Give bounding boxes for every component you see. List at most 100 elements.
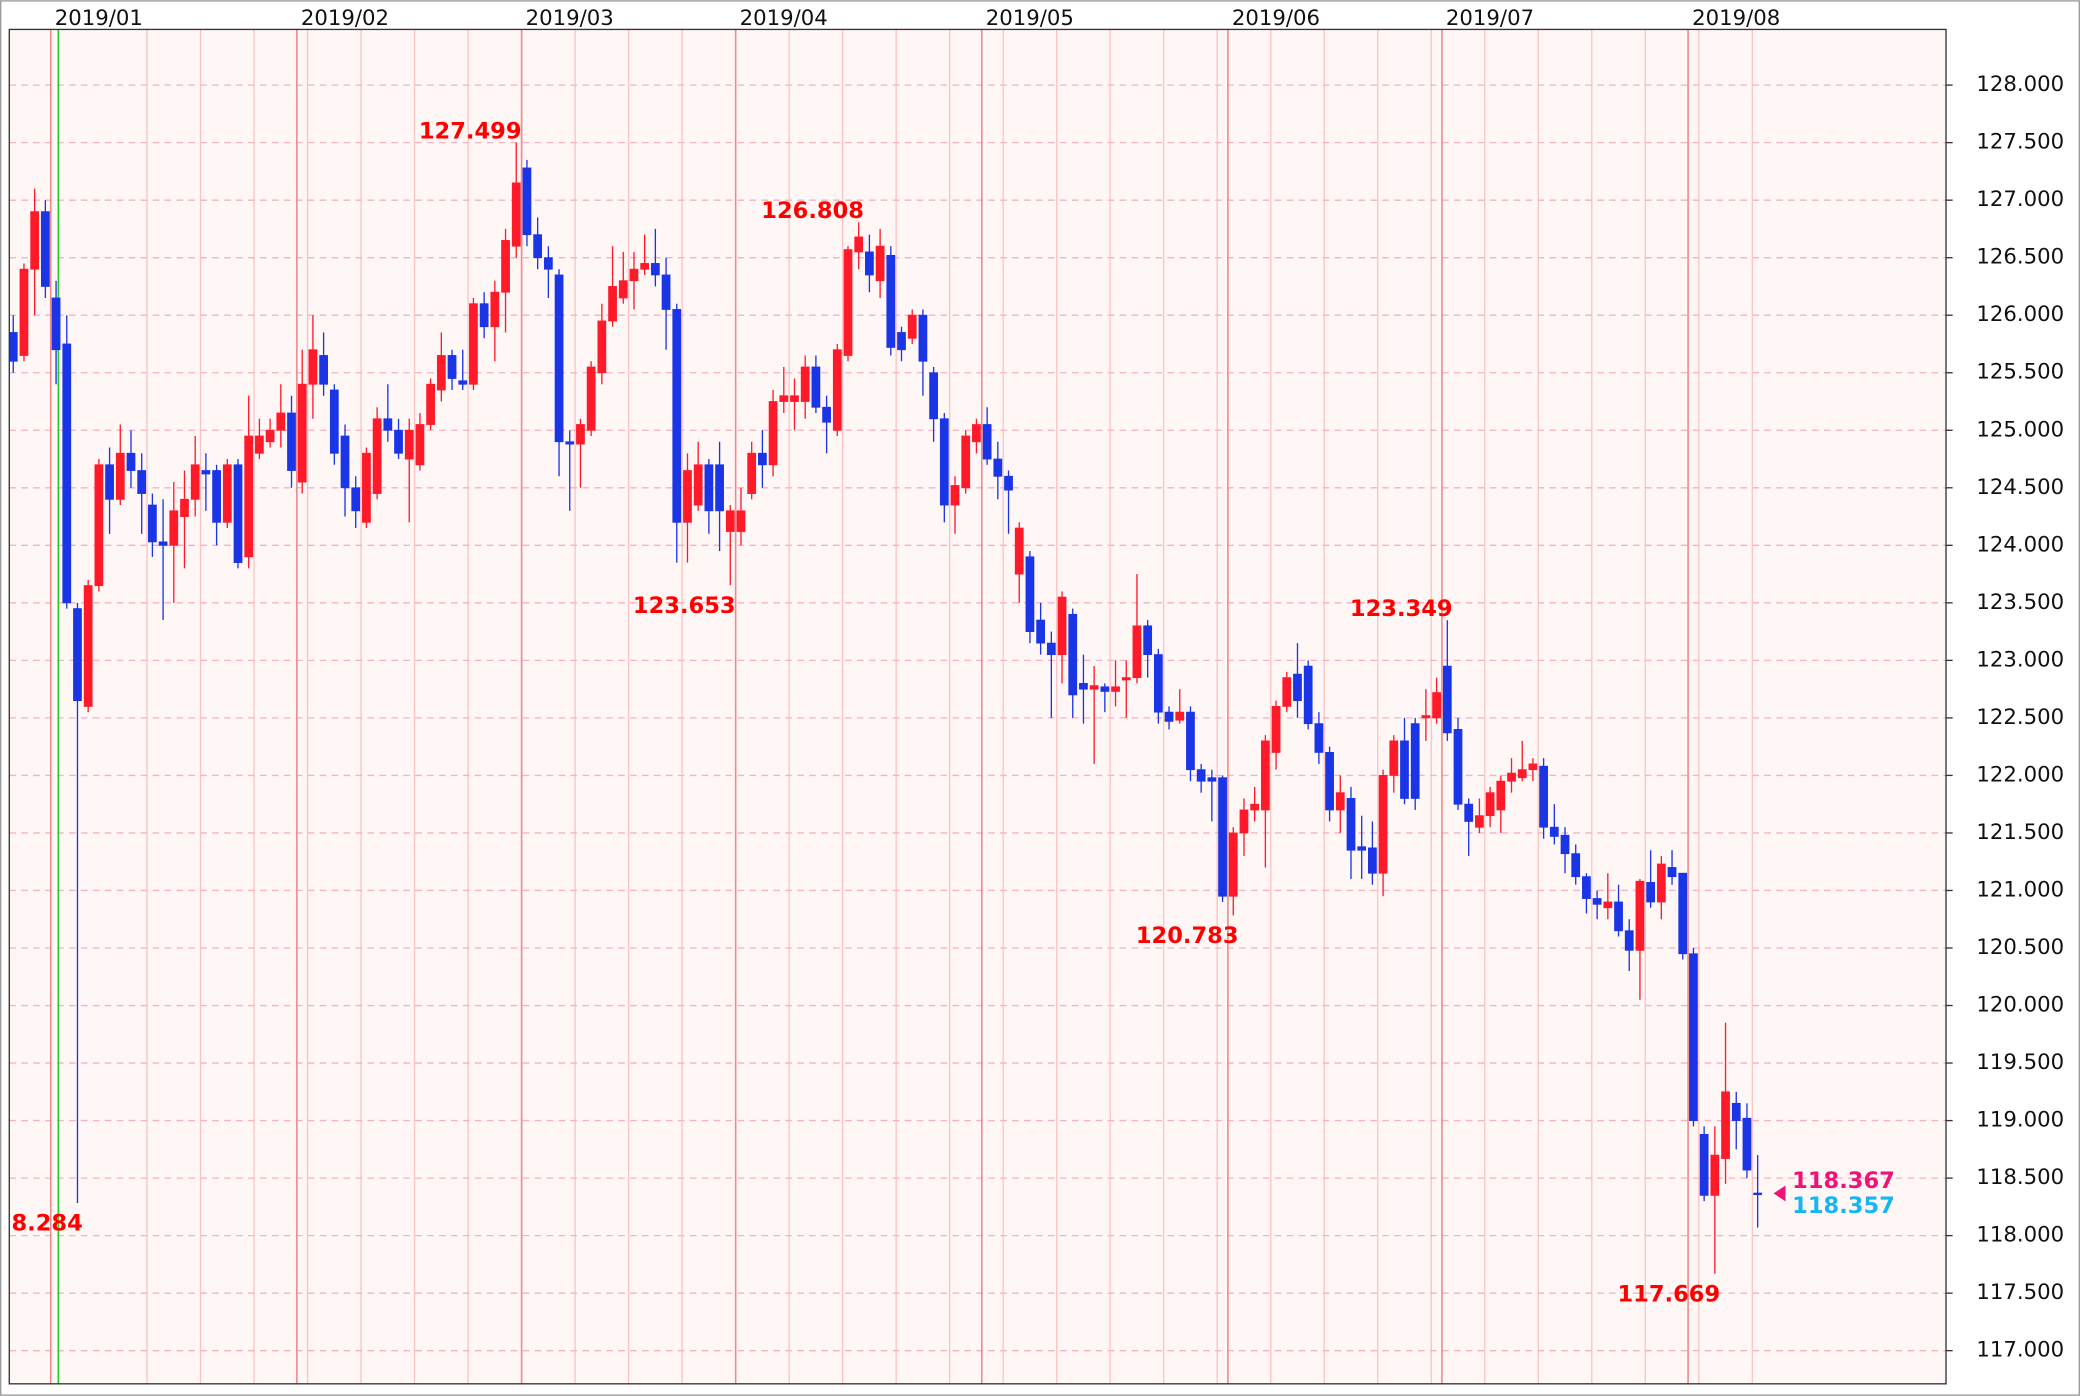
y-tick-label: 123.000 (1976, 647, 2064, 672)
candle-body-up (511, 182, 521, 247)
candle-body-down (1667, 867, 1677, 878)
y-tick-label: 119.500 (1976, 1050, 2064, 1075)
candle-body-down (939, 418, 949, 506)
candle-body-down (73, 608, 82, 702)
candle-body-down (811, 366, 821, 408)
candle-body-up (1496, 780, 1506, 811)
y-tick-label: 121.500 (1976, 820, 2064, 845)
candle-body-down (1207, 777, 1217, 782)
candle-body-down (1164, 711, 1174, 722)
candle-body-up (1335, 792, 1345, 811)
candle-body-down (1368, 847, 1377, 874)
extreme-label: 118.284 (0, 1211, 83, 1237)
candle-body-down (394, 429, 403, 454)
candle-body-down (1560, 834, 1570, 855)
candle-body-up (832, 349, 842, 431)
candle-body-up (115, 452, 125, 500)
candle-body-up (1656, 863, 1666, 903)
candle-body-down (1293, 673, 1302, 702)
candle-body-down (865, 251, 874, 276)
candle-body-down (533, 234, 543, 259)
month-label: 2019/04 (740, 6, 828, 31)
month-label: 2019/03 (526, 6, 614, 31)
candle-body-up (362, 452, 371, 523)
y-tick-label: 127.500 (1976, 130, 2064, 155)
extreme-label: 126.808 (761, 198, 864, 224)
candle-body-up (608, 286, 617, 322)
candle-body-up (576, 424, 585, 445)
candle-body-up (1507, 772, 1516, 782)
y-tick-label: 121.000 (1976, 877, 2064, 902)
candle-body-down (918, 314, 928, 362)
candle-body-up (586, 366, 596, 431)
candle-body-up (747, 452, 757, 494)
y-tick-label: 118.000 (1976, 1223, 2064, 1248)
candle-body-up (800, 366, 810, 402)
extreme-label: 117.669 (1617, 1281, 1720, 1307)
candle-body-down (9, 332, 18, 362)
candle-body-up (1528, 763, 1538, 771)
candle-body-down (1218, 777, 1227, 897)
candle-body-up (426, 383, 436, 425)
candle-body-down (1314, 723, 1324, 753)
candle-body-up (790, 395, 799, 402)
candle-body-down (1100, 686, 1110, 692)
month-label: 2019/07 (1446, 6, 1534, 31)
extreme-label: 123.653 (633, 593, 736, 619)
candle-body-down (1678, 872, 1688, 955)
candle-body-up (1111, 686, 1120, 692)
price-marker (1773, 1185, 1786, 1202)
candle-body-up (1228, 832, 1238, 897)
candle-body-up (843, 249, 853, 356)
candle-body-down (212, 470, 221, 523)
candle-body-up (404, 429, 414, 460)
candle-body-down (1689, 953, 1698, 1121)
candle-body-up (94, 464, 104, 586)
candle-body-down (1068, 613, 1078, 696)
candle-body-up (308, 349, 318, 385)
candle-body-up (1421, 715, 1431, 719)
candle-body-up (961, 435, 971, 489)
month-label: 2019/06 (1232, 6, 1320, 31)
extreme-label: 123.349 (1350, 596, 1453, 622)
y-tick-label: 119.000 (1976, 1108, 2064, 1133)
y-tick-label: 126.500 (1976, 245, 2064, 270)
candle-body-down (758, 452, 767, 466)
candle-body-up (415, 424, 425, 466)
candle-body-down (929, 372, 938, 420)
candle-body-down (543, 257, 553, 270)
candle-body-down (458, 380, 468, 385)
candle-body-down (1753, 1192, 1763, 1196)
candle-body-up (1260, 740, 1270, 811)
plot-background (9, 29, 1947, 1384)
candle-body-down (1742, 1117, 1752, 1171)
candle-body-up (297, 383, 307, 483)
candle-body-down (137, 470, 147, 494)
candle-body-up (1485, 792, 1495, 817)
candle-body-down (1036, 619, 1046, 644)
candle-body-down (1400, 740, 1409, 799)
candle-body-up (1250, 803, 1260, 811)
candle-body-up (768, 401, 778, 466)
candle-body-down (554, 274, 564, 443)
month-label: 2019/01 (55, 6, 143, 31)
month-label: 2019/02 (301, 6, 389, 31)
candle-body-down (1046, 642, 1056, 656)
candle-body-up (1389, 740, 1399, 776)
candle-body-down (1186, 711, 1195, 771)
candle-body-down (897, 332, 906, 351)
candle-body-up (1132, 625, 1142, 679)
candle-body-down (1582, 876, 1591, 899)
y-tick-label: 117.000 (1976, 1338, 2064, 1363)
candle-body-up (469, 303, 478, 385)
candle-body-up (1239, 809, 1249, 834)
candle-body-down (1571, 853, 1581, 878)
candle-body-down (1410, 723, 1420, 799)
y-tick-label: 126.000 (1976, 302, 2064, 327)
candle-body-up (169, 510, 179, 546)
y-tick-label: 128.000 (1976, 72, 2064, 97)
extreme-label: 120.783 (1136, 923, 1239, 949)
candle-body-up (907, 314, 917, 339)
candle-body-down (672, 309, 682, 523)
